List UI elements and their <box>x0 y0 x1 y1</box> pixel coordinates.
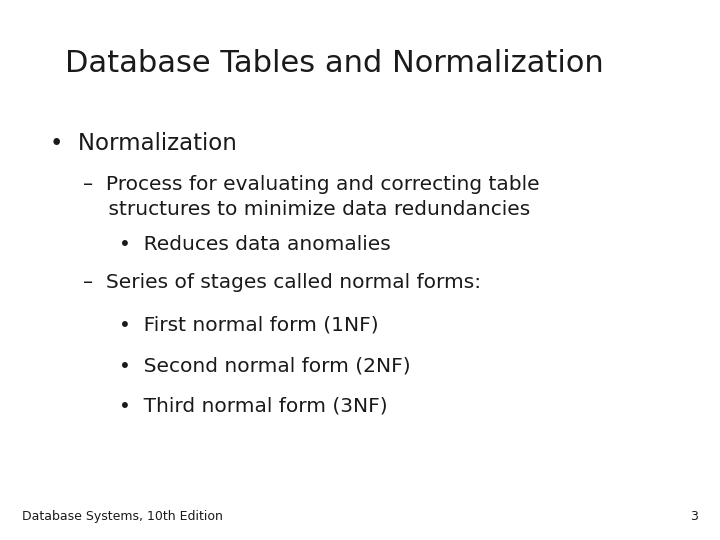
Text: –  Process for evaluating and correcting table
    structures to minimize data r: – Process for evaluating and correcting … <box>83 176 539 219</box>
Text: •  Third normal form (3NF): • Third normal form (3NF) <box>119 397 387 416</box>
Text: –  Series of stages called normal forms:: – Series of stages called normal forms: <box>83 273 481 292</box>
Text: •  Reduces data anomalies: • Reduces data anomalies <box>119 235 390 254</box>
Text: •  Normalization: • Normalization <box>50 132 238 156</box>
Text: 3: 3 <box>690 510 698 523</box>
Text: Database Systems, 10th Edition: Database Systems, 10th Edition <box>22 510 222 523</box>
Text: Database Tables and Normalization: Database Tables and Normalization <box>65 49 603 78</box>
Text: •  First normal form (1NF): • First normal form (1NF) <box>119 316 379 335</box>
Text: •  Second normal form (2NF): • Second normal form (2NF) <box>119 356 410 375</box>
